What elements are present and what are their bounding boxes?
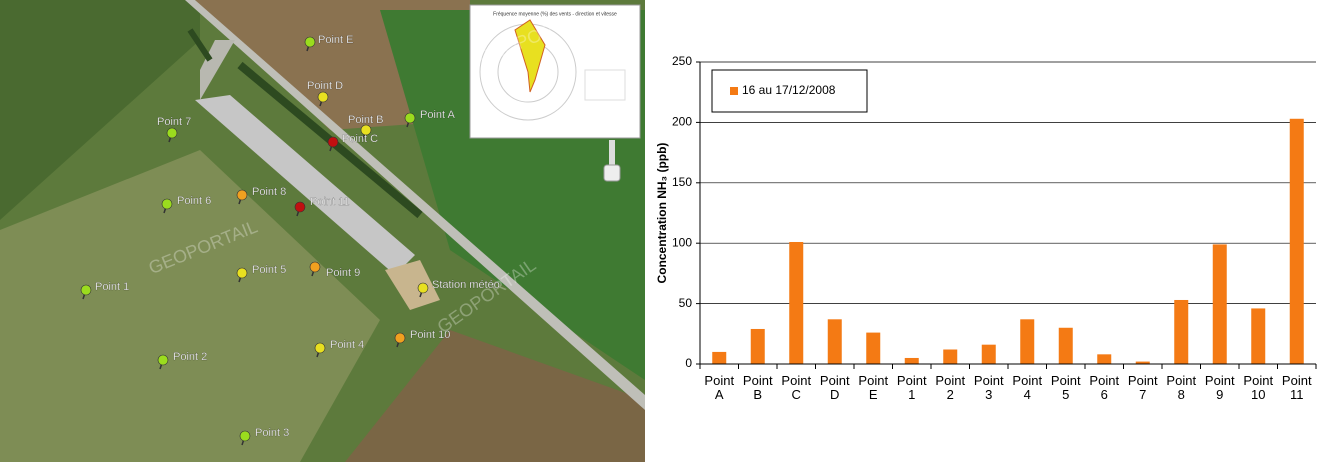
x-tick-label: Point 4 [1007,374,1047,402]
map-label: Point 10 [410,329,450,341]
bar [1251,308,1265,364]
bar [751,329,765,364]
x-tick-label: Point 9 [1200,374,1240,402]
map-label: Point 8 [252,186,286,198]
map-label: Point 3 [255,427,289,439]
page: Fréquence moyenne (%) des vents - direct… [0,0,1326,462]
x-tick-label: Point 7 [1123,374,1163,402]
x-tick-label: Point 11 [1277,374,1317,402]
map-label: Point 7 [157,116,191,128]
y-tick-label: 50 [679,296,693,310]
x-tick-label: Point 8 [1161,374,1201,402]
map-label: Point 1 [95,281,129,293]
map-label: Point C [342,133,378,145]
bar [1213,244,1227,364]
bar [905,358,919,364]
pin [240,431,250,441]
bar [1174,300,1188,364]
zoom-slider [609,140,615,165]
x-tick-label: Point 1 [892,374,932,402]
map-label: Point 5 [252,264,286,276]
pin [418,283,428,293]
legend-label: 16 au 17/12/2008 [742,83,836,97]
pin [237,268,247,278]
pin [158,355,168,365]
pin [295,202,305,212]
x-tick-label: Point D [815,374,855,402]
map-label: Point B [348,114,383,126]
x-tick-label: Point 6 [1084,374,1124,402]
wind-rose-legend [585,70,625,100]
bar [943,350,957,364]
pin [162,199,172,209]
x-tick-label: Point C [776,374,816,402]
y-tick-label: 150 [672,175,692,189]
bar [1020,319,1034,364]
x-tick-label: Point 2 [930,374,970,402]
pin [328,137,338,147]
map-label: Point E [318,34,353,46]
map-label: Point 9 [326,267,360,279]
y-tick-label: 0 [685,356,692,370]
bar [789,242,803,364]
bar [1059,328,1073,364]
y-tick-label: 100 [672,235,692,249]
pin [315,343,325,353]
pin [305,37,315,47]
map-label: Point 11 [310,196,350,208]
y-tick-label: 200 [672,115,692,129]
y-tick-label: 250 [672,54,692,68]
bar [982,345,996,364]
pin [237,190,247,200]
x-tick-label: Point 3 [969,374,1009,402]
map-label: Point 6 [177,195,211,207]
bar [866,333,880,364]
zoom-button[interactable] [604,165,620,181]
pin [395,333,405,343]
map-label: Point D [307,80,343,92]
pin [310,262,320,272]
map-label: Station météo [432,279,500,291]
map: Fréquence moyenne (%) des vents - direct… [0,0,645,462]
x-tick-label: Point B [738,374,778,402]
pin [318,92,328,102]
y-axis-label: Concentration NH₃ (ppb) [655,143,669,284]
pin [81,285,91,295]
map-label: Point 2 [173,351,207,363]
map-label: Point 4 [330,339,364,351]
x-tick-label: Point 10 [1238,374,1278,402]
bar [1097,354,1111,364]
pin [167,128,177,138]
bar [1290,119,1304,364]
x-tick-label: Point 5 [1046,374,1086,402]
pin [405,113,415,123]
map-label: Point A [420,109,456,121]
bar [828,319,842,364]
x-tick-label: Point E [853,374,893,402]
legend-swatch [730,87,738,95]
bar [712,352,726,364]
inset-title: Fréquence moyenne (%) des vents - direct… [493,11,617,17]
x-tick-label: Point A [699,374,739,402]
